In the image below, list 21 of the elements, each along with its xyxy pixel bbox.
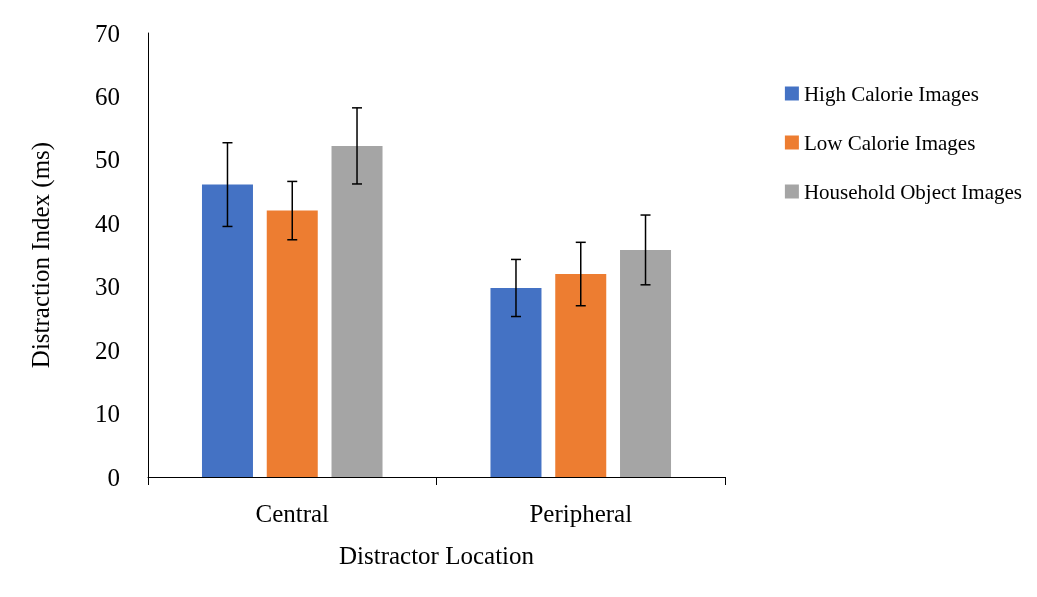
bar [555,274,607,477]
y-tick-label: 50 [95,146,120,174]
y-tick-label: 70 [95,19,120,47]
y-tick-label: 20 [95,336,120,364]
y-tick-label: 30 [95,273,120,301]
y-axis-title: Distraction Index (ms) [27,141,55,369]
bar [266,210,318,477]
bar [201,184,253,477]
legend-label: Low Calorie Images [803,130,976,155]
y-tick-label: 60 [95,82,120,110]
x-tick-label: Central [255,500,330,527]
bar [620,249,672,477]
bar [490,287,542,477]
y-tick-label: 10 [95,400,120,428]
x-axis-title: Distractor Location [338,542,535,569]
legend-label: Household Object Images [803,179,1023,204]
y-tick-label: 0 [107,463,120,491]
legend-label: High Calorie Images [803,81,979,106]
x-tick-label: Peripheral [529,500,633,527]
y-tick-label: 40 [95,209,120,237]
bar [331,145,383,477]
